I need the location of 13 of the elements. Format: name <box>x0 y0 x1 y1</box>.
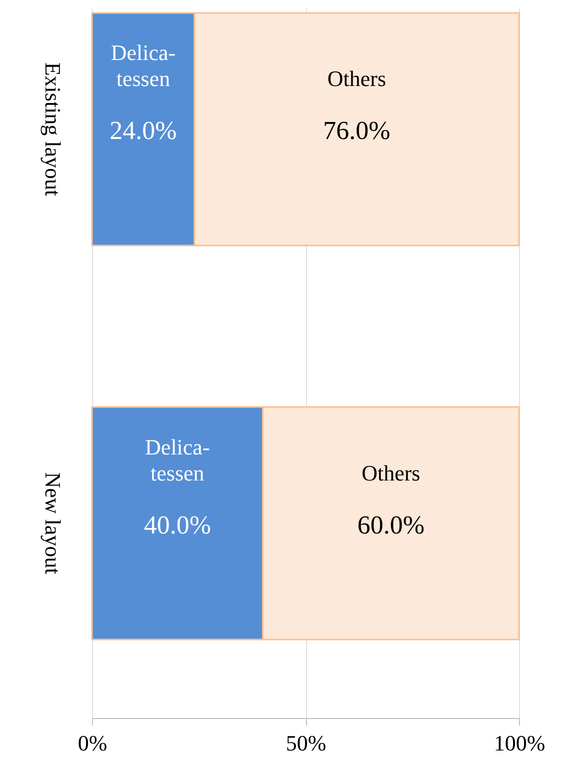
data-label: 76.0% <box>323 116 390 146</box>
series-label: Delica- tessen <box>110 40 176 92</box>
data-label: 24.0% <box>110 116 177 146</box>
y-tick-label: New layout <box>40 472 66 574</box>
data-label: 40.0% <box>144 510 211 540</box>
series-label: Others <box>362 460 420 486</box>
x-tick-label: 0% <box>78 730 108 756</box>
text: Delica- tessen <box>145 434 210 486</box>
data-label: 60.0% <box>357 510 424 540</box>
text: Others <box>327 66 386 92</box>
x-tick-label: 50% <box>286 730 326 756</box>
y-tick-label: Existing layout <box>40 62 66 196</box>
x-tick-label: 100% <box>494 730 546 756</box>
